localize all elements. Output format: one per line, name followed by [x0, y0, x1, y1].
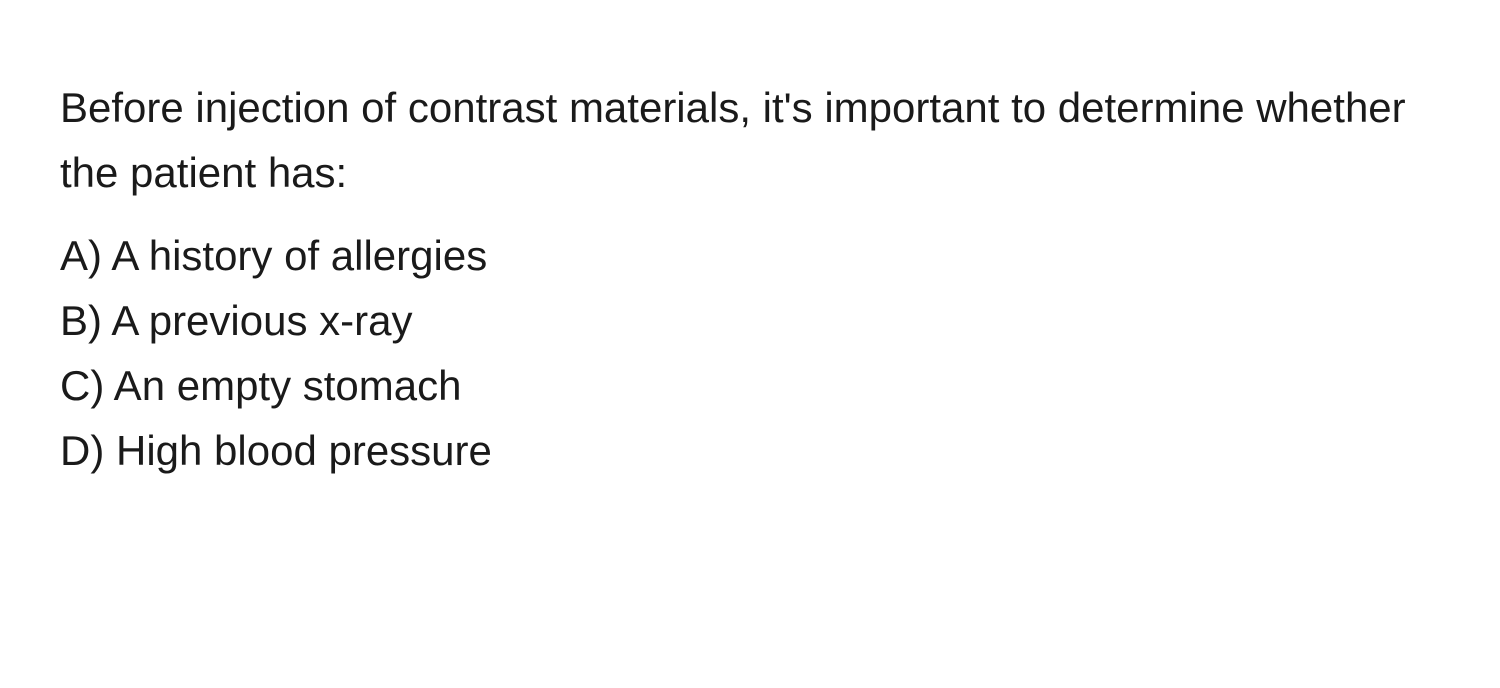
- option-text: High blood pressure: [104, 427, 492, 474]
- option-label: C): [60, 362, 104, 409]
- option-label: D): [60, 427, 104, 474]
- option-text: An empty stomach: [104, 362, 461, 409]
- option-label: A): [60, 232, 102, 279]
- option-b: B) A previous x-ray: [60, 288, 1440, 353]
- option-d: D) High blood pressure: [60, 418, 1440, 483]
- options-list: A) A history of allergies B) A previous …: [60, 223, 1440, 483]
- option-c: C) An empty stomach: [60, 353, 1440, 418]
- question-stem: Before injection of contrast materials, …: [60, 75, 1440, 205]
- option-label: B): [60, 297, 102, 344]
- option-text: A previous x-ray: [102, 297, 412, 344]
- option-text: A history of allergies: [102, 232, 487, 279]
- option-a: A) A history of allergies: [60, 223, 1440, 288]
- question-container: Before injection of contrast materials, …: [60, 75, 1440, 484]
